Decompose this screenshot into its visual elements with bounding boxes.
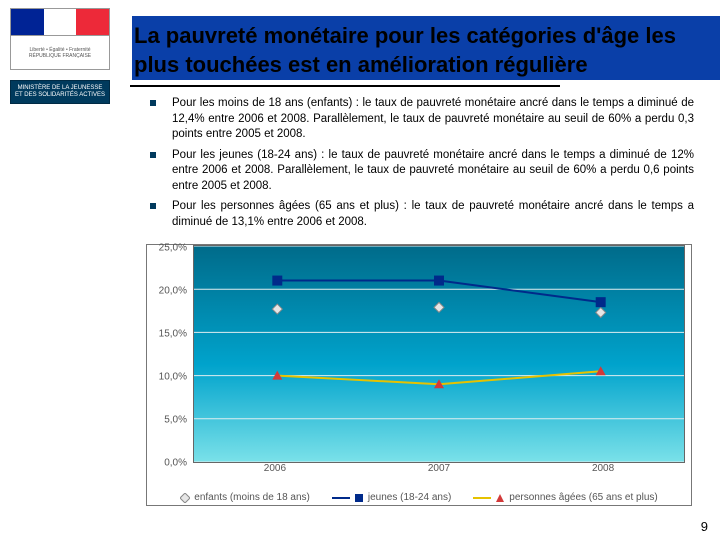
bullet-item: Pour les moins de 18 ans (enfants) : le … [150,96,694,143]
square-marker-icon [354,493,364,503]
legend-label: jeunes (18-24 ans) [368,492,451,503]
chart-legend: enfants (moins de 18 ans) jeunes (18-24 … [147,492,691,503]
chart-svg [194,246,684,462]
x-tick-label: 2008 [521,463,685,481]
legend-item: jeunes (18-24 ans) [332,492,451,503]
bullet-item: Pour les jeunes (18-24 ans) : le taux de… [150,148,694,195]
ministry-block: MINISTÈRE DE LA JEUNESSE ET DES SOLIDARI… [10,80,110,104]
legend-label: personnes âgées (65 ans et plus) [509,492,657,503]
bullet-item: Pour les personnes âgées (65 ans et plus… [150,199,694,230]
chart-container: 25,0% 20,0% 15,0% 10,0% 5,0% 0,0% 2006 2… [146,244,692,506]
diamond-marker-icon [180,493,190,503]
bullet-list: Pour les moins de 18 ans (enfants) : le … [150,96,694,235]
y-tick-label: 0,0% [164,458,187,469]
legend-item: personnes âgées (65 ans et plus) [473,492,657,503]
marianne-logo: Liberté • Égalité • Fraternité RÉPUBLIQU… [10,36,110,70]
chart-y-axis: 25,0% 20,0% 15,0% 10,0% 5,0% 0,0% [147,245,191,463]
x-tick-label: 2007 [357,463,521,481]
y-tick-label: 15,0% [159,329,187,340]
line-icon [332,497,350,499]
y-tick-label: 10,0% [159,372,187,383]
y-tick-label: 5,0% [164,415,187,426]
page-title: La pauvreté monétaire pour les catégorie… [130,16,700,85]
x-tick-label: 2006 [193,463,357,481]
bullet-text: Pour les moins de 18 ans (enfants) : le … [172,97,694,140]
triangle-marker-icon [495,493,505,503]
sidebar-logo: Liberté • Égalité • Fraternité RÉPUBLIQU… [0,0,120,104]
line-icon [473,497,491,499]
y-tick-label: 20,0% [159,286,187,297]
title-underline [130,85,560,87]
chart-plot-area [193,245,685,463]
bullet-text: Pour les jeunes (18-24 ans) : le taux de… [172,149,694,192]
y-tick-label: 25,0% [159,243,187,254]
page-number: 9 [701,519,708,534]
france-flag-icon [10,8,110,36]
legend-label: enfants (moins de 18 ans) [194,492,310,503]
bullet-text: Pour les personnes âgées (65 ans et plus… [172,200,694,228]
legend-item: enfants (moins de 18 ans) [180,492,310,503]
republic: RÉPUBLIQUE FRANÇAISE [29,53,91,59]
chart-x-axis: 2006 2007 2008 [193,463,685,481]
